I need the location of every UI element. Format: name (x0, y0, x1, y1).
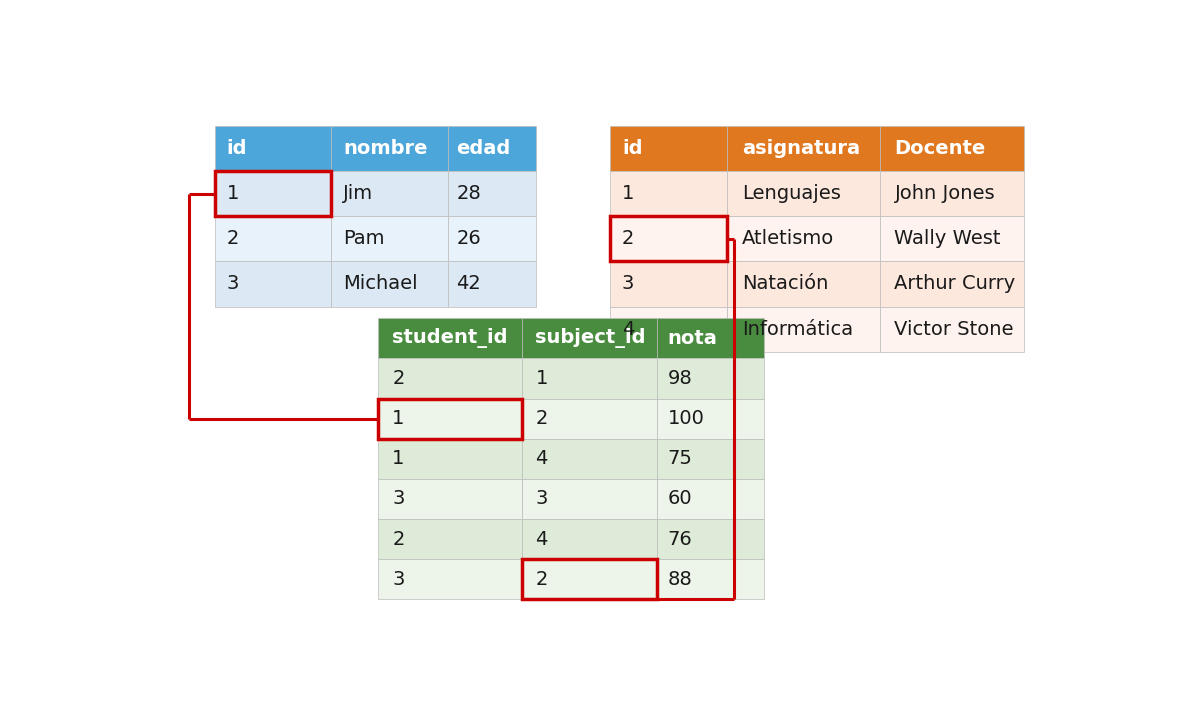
FancyBboxPatch shape (727, 216, 880, 262)
FancyBboxPatch shape (215, 171, 331, 216)
Text: 100: 100 (667, 409, 704, 428)
Text: id: id (622, 139, 642, 158)
Text: 2: 2 (622, 230, 635, 248)
FancyBboxPatch shape (727, 171, 880, 216)
FancyBboxPatch shape (611, 126, 727, 171)
FancyBboxPatch shape (378, 519, 522, 559)
FancyBboxPatch shape (522, 479, 656, 519)
Text: Docente: Docente (894, 139, 985, 158)
Text: 98: 98 (667, 369, 692, 388)
FancyBboxPatch shape (656, 358, 764, 398)
FancyBboxPatch shape (522, 559, 656, 599)
FancyBboxPatch shape (331, 126, 448, 171)
Text: edad: edad (456, 139, 511, 158)
FancyBboxPatch shape (880, 171, 1025, 216)
FancyBboxPatch shape (522, 519, 656, 559)
Text: 4: 4 (535, 530, 548, 548)
Text: subject_id: subject_id (535, 328, 646, 348)
FancyBboxPatch shape (378, 559, 522, 599)
FancyBboxPatch shape (727, 307, 880, 352)
Text: 3: 3 (535, 490, 548, 508)
FancyBboxPatch shape (378, 398, 522, 439)
Text: nombre: nombre (343, 139, 427, 158)
FancyBboxPatch shape (215, 126, 331, 171)
Text: 1: 1 (392, 449, 404, 468)
FancyBboxPatch shape (378, 318, 522, 358)
Text: Jim: Jim (343, 184, 373, 203)
Text: nota: nota (667, 329, 718, 347)
Text: 88: 88 (667, 570, 692, 589)
Text: 2: 2 (227, 230, 239, 248)
Text: 1: 1 (622, 184, 635, 203)
FancyBboxPatch shape (522, 318, 656, 358)
Text: 2: 2 (392, 530, 404, 548)
FancyBboxPatch shape (656, 519, 764, 559)
Text: 3: 3 (392, 490, 404, 508)
FancyBboxPatch shape (522, 439, 656, 479)
Text: Arthur Curry: Arthur Curry (894, 275, 1015, 293)
Text: Michael: Michael (343, 275, 418, 293)
Text: student_id: student_id (392, 328, 508, 348)
FancyBboxPatch shape (522, 398, 656, 439)
FancyBboxPatch shape (331, 171, 448, 216)
FancyBboxPatch shape (378, 439, 522, 479)
FancyBboxPatch shape (522, 358, 656, 398)
Text: 3: 3 (622, 275, 635, 293)
FancyBboxPatch shape (727, 126, 880, 171)
Text: 42: 42 (456, 275, 481, 293)
Text: 1: 1 (227, 184, 239, 203)
Text: id: id (227, 139, 247, 158)
FancyBboxPatch shape (880, 216, 1025, 262)
Text: John Jones: John Jones (894, 184, 995, 203)
FancyBboxPatch shape (448, 262, 536, 307)
FancyBboxPatch shape (215, 216, 331, 262)
FancyBboxPatch shape (656, 479, 764, 519)
FancyBboxPatch shape (331, 262, 448, 307)
FancyBboxPatch shape (656, 439, 764, 479)
FancyBboxPatch shape (880, 262, 1025, 307)
FancyBboxPatch shape (448, 171, 536, 216)
Text: Informática: Informática (742, 320, 853, 339)
FancyBboxPatch shape (611, 171, 727, 216)
FancyBboxPatch shape (611, 307, 727, 352)
Text: Wally West: Wally West (894, 230, 1001, 248)
Text: 2: 2 (392, 369, 404, 388)
Text: 3: 3 (227, 275, 239, 293)
Text: 76: 76 (667, 530, 692, 548)
Text: 2: 2 (535, 570, 548, 589)
Text: 4: 4 (535, 449, 548, 468)
Text: Pam: Pam (343, 230, 384, 248)
FancyBboxPatch shape (656, 398, 764, 439)
FancyBboxPatch shape (611, 262, 727, 307)
Text: Victor Stone: Victor Stone (894, 320, 1014, 339)
FancyBboxPatch shape (656, 559, 764, 599)
Text: 3: 3 (392, 570, 404, 589)
Text: 1: 1 (392, 409, 404, 428)
Text: 26: 26 (456, 230, 481, 248)
Text: Lenguajes: Lenguajes (742, 184, 841, 203)
FancyBboxPatch shape (880, 126, 1025, 171)
FancyBboxPatch shape (448, 216, 536, 262)
Text: asignatura: asignatura (742, 139, 860, 158)
FancyBboxPatch shape (880, 307, 1025, 352)
Text: 28: 28 (456, 184, 481, 203)
FancyBboxPatch shape (448, 126, 536, 171)
FancyBboxPatch shape (727, 262, 880, 307)
FancyBboxPatch shape (215, 262, 331, 307)
Text: 75: 75 (667, 449, 692, 468)
FancyBboxPatch shape (611, 216, 727, 262)
Text: 1: 1 (535, 369, 548, 388)
FancyBboxPatch shape (331, 216, 448, 262)
FancyBboxPatch shape (656, 318, 764, 358)
Text: 2: 2 (535, 409, 548, 428)
FancyBboxPatch shape (378, 358, 522, 398)
Text: Atletismo: Atletismo (742, 230, 834, 248)
Text: 60: 60 (667, 490, 692, 508)
Text: Natación: Natación (742, 275, 828, 293)
FancyBboxPatch shape (378, 479, 522, 519)
Text: 4: 4 (622, 320, 635, 339)
